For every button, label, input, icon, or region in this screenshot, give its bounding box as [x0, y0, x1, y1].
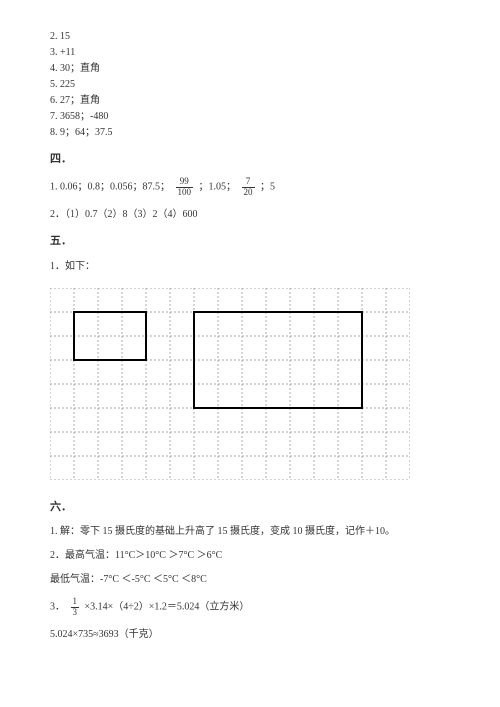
section-6-line4: 3． 1 3 ×3.14×（4÷2）×1.2＝5.024（立方米） — [50, 597, 450, 618]
fraction-7-20: 7 20 — [242, 177, 255, 198]
grid-diagram — [50, 288, 450, 480]
s6-l4-a: 3． — [50, 602, 65, 613]
section-4-line1: 1. 0.06；0.8；0.056；87.5； 99 100 ；1.05； 7 … — [50, 177, 450, 198]
frac-den: 3 — [71, 608, 80, 618]
section-5-title: 五． — [50, 234, 450, 249]
fraction-99-100: 99 100 — [176, 177, 194, 198]
answer-5: 5. 225 — [50, 78, 450, 92]
s4-l1-b: ；1.05； — [199, 182, 237, 193]
section-5-line1: 1．如下： — [50, 260, 450, 274]
answer-2: 2. 15 — [50, 30, 450, 44]
frac-den: 20 — [242, 188, 255, 198]
answer-3: 3. +11 — [50, 46, 450, 60]
answer-6: 6. 27；直角 — [50, 94, 450, 108]
section-4-title: 四． — [50, 152, 450, 167]
section-6-line2: 2．最高气温：11°C＞10°C ＞7°C ＞6°C — [50, 549, 450, 563]
s4-l1-a: 1. 0.06；0.8；0.056；87.5； — [50, 182, 170, 193]
section-6-line1: 1. 解：零下 15 摄氏度的基础上升高了 15 摄氏度，变成 10 摄氏度，记… — [50, 525, 450, 539]
section-4-line2: 2．（1）0.7（2）8（3）2（4）600 — [50, 208, 450, 222]
grid-svg — [50, 288, 410, 480]
frac-den: 100 — [176, 188, 194, 198]
answer-8: 8. 9；64；37.5 — [50, 126, 450, 140]
fraction-1-3: 1 3 — [71, 597, 80, 618]
s4-l1-c: ；5 — [260, 182, 275, 193]
section-6-title: 六． — [50, 500, 450, 515]
answer-7: 7. 3658；-480 — [50, 110, 450, 124]
s6-l4-b: ×3.14×（4÷2）×1.2＝5.024（立方米） — [85, 602, 250, 613]
section-6-line3: 最低气温：-7°C ＜-5°C ＜5°C ＜8°C — [50, 573, 450, 587]
answer-4: 4. 30；直角 — [50, 62, 450, 76]
section-6-line5: 5.024×735≈3693（千克） — [50, 628, 450, 642]
